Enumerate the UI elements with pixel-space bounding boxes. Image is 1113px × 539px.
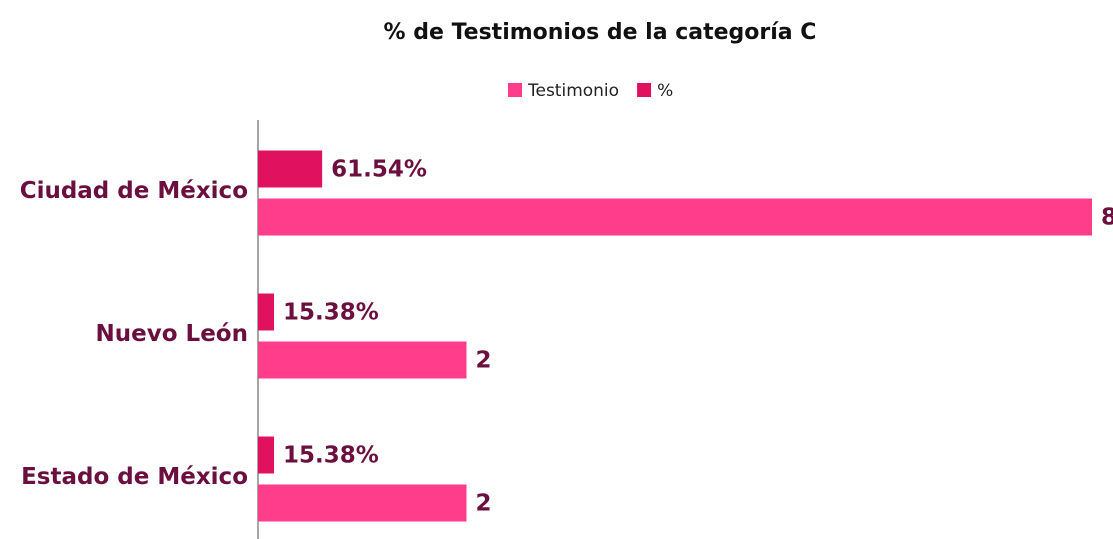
legend-label: % — [657, 81, 673, 101]
bar — [258, 436, 275, 474]
data-label: 2 — [476, 491, 492, 517]
legend-swatch — [508, 83, 522, 97]
chart-title: % de Testimonios de la categoría C — [384, 20, 817, 45]
bar — [258, 150, 323, 188]
data-label: 15.38% — [283, 443, 379, 469]
legend-label: Testimonio — [527, 81, 619, 101]
legend-swatch — [637, 83, 652, 97]
category-label: Nuevo León — [96, 321, 248, 347]
data-label: 2 — [476, 348, 492, 374]
bar — [258, 293, 275, 331]
bar — [258, 198, 1092, 236]
data-label: 15.38% — [283, 300, 379, 326]
data-label: 8 — [1101, 205, 1113, 231]
data-label: 61.54% — [331, 157, 427, 183]
bar — [258, 484, 467, 522]
category-label: Ciudad de México — [20, 178, 248, 204]
bar — [258, 341, 467, 379]
category-label: Estado de México — [21, 464, 248, 490]
